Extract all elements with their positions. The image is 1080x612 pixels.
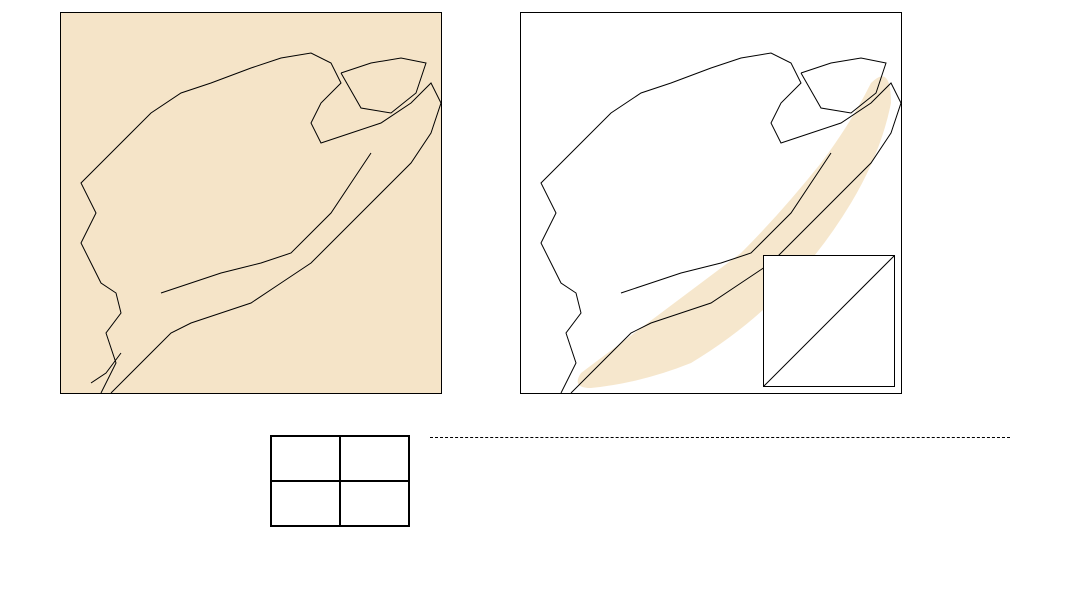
- stats-table: [430, 440, 490, 444]
- scatter-diagonal: [764, 256, 894, 386]
- left-map-panel: [10, 10, 450, 430]
- colorbar: [950, 35, 972, 415]
- stats-divider: [430, 437, 1010, 438]
- stats-th-1: [450, 440, 470, 444]
- right-map: [520, 12, 902, 394]
- stats-section: [430, 435, 1010, 610]
- bottom-row: [10, 430, 1010, 610]
- ct-row-0: [245, 435, 270, 481]
- ct-cell-10: [271, 481, 340, 526]
- bars-section: [10, 435, 210, 610]
- scatter-inset: [763, 255, 895, 387]
- ct-cell-00: [271, 436, 340, 481]
- ct-ylabel: [230, 435, 245, 527]
- right-map-panel: [470, 10, 910, 430]
- ct-row-labels: [245, 435, 270, 527]
- ct-cell-11: [340, 481, 409, 526]
- stats-th-2: [470, 440, 490, 444]
- ct-row-1: [245, 481, 270, 527]
- left-map: [60, 12, 442, 394]
- coastline-left: [61, 13, 441, 393]
- ct-cell-01: [340, 436, 409, 481]
- contingency-table: [230, 435, 410, 610]
- ct-cells: [270, 435, 410, 527]
- colorbar-panel: [930, 10, 1010, 430]
- stats-th-0: [430, 440, 450, 444]
